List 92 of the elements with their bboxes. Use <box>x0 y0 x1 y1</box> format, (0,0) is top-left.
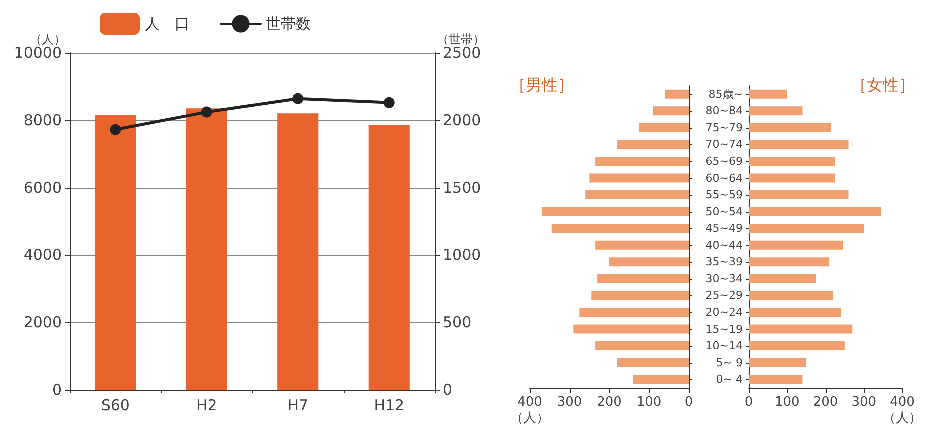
x-tick-label: 300 <box>852 395 877 410</box>
x-tick-label: S60 <box>101 396 130 414</box>
chart-title: ［女性］ <box>851 76 915 94</box>
bar <box>639 123 689 132</box>
bar <box>596 240 689 250</box>
bar <box>749 308 842 317</box>
x-tick-label: 200 <box>597 395 622 410</box>
y-tick-label: 10~14 <box>706 340 743 353</box>
bar <box>586 190 689 200</box>
y-tick-label: 60~64 <box>706 172 743 185</box>
bar <box>552 224 689 234</box>
y-tick-label: 55~59 <box>706 188 743 202</box>
legend-label: 人 口 <box>145 15 190 33</box>
y-tick-label: 40~44 <box>706 238 743 252</box>
point <box>384 97 395 108</box>
y-tick-label: 6000 <box>24 178 62 197</box>
x-tick-label: 300 <box>557 395 582 410</box>
y-tick-label: 10000 <box>14 44 62 62</box>
y-tick-label: 45~49 <box>706 222 743 236</box>
bar <box>749 375 803 384</box>
x-axis-title: （人） <box>883 411 922 426</box>
bar <box>749 324 853 334</box>
bar <box>749 258 830 267</box>
bar <box>598 274 689 284</box>
y-tick-label: 20~24 <box>706 306 743 319</box>
x-tick-label: 0 <box>744 395 754 410</box>
point <box>110 124 122 136</box>
x-tick-label: 400 <box>518 395 542 410</box>
x-tick-label: H2 <box>196 396 218 414</box>
y-tick-label: 70~74 <box>706 138 743 152</box>
y-tick-label: 50~54 <box>706 205 743 218</box>
bar <box>574 324 689 334</box>
bar <box>617 140 689 150</box>
bar <box>610 258 689 267</box>
y2-tick-label: 500 <box>443 314 472 332</box>
bar <box>749 90 788 99</box>
x-axis-title: （人） <box>510 411 550 426</box>
y2-tick-label: 1500 <box>443 178 482 197</box>
bar <box>542 207 689 216</box>
x-tick-label: H7 <box>288 396 309 414</box>
bar <box>749 140 849 150</box>
y2-tick-label: 2000 <box>443 111 482 130</box>
y-tick-label: 5~ 9 <box>716 356 743 370</box>
y2-tick-label: 1000 <box>443 246 482 264</box>
y2-tick-label: 2500 <box>443 44 482 62</box>
y-axis-title: （人） <box>30 32 66 47</box>
x-tick-label: 100 <box>774 395 800 410</box>
y-tick-label: 25~29 <box>706 289 743 302</box>
bar <box>590 174 689 183</box>
y-tick-label: 35~39 <box>706 256 743 269</box>
bar <box>749 207 882 216</box>
bar <box>749 358 807 368</box>
legend-label: 世帯数 <box>266 15 311 33</box>
bar <box>749 157 836 166</box>
bar <box>633 375 689 384</box>
bar <box>592 291 689 300</box>
bar <box>749 274 816 284</box>
y-tick-label: 15~19 <box>706 322 743 336</box>
y-tick-label: 8000 <box>24 111 62 130</box>
y-tick-label: 85歳~ <box>708 88 743 101</box>
y-tick-label: 30~34 <box>706 272 743 286</box>
x-tick-label: H12 <box>374 396 405 414</box>
x-tick-label: 100 <box>636 395 662 410</box>
y2-tick-label: 0 <box>443 381 453 399</box>
y-tick-label: 65~69 <box>706 155 743 168</box>
point <box>292 93 304 104</box>
x-tick-label: 0 <box>684 395 694 410</box>
bar <box>617 358 689 368</box>
bar <box>580 308 689 317</box>
y-tick-label: 0 <box>52 381 62 399</box>
bar <box>749 174 836 183</box>
y-tick-label: 4000 <box>24 246 62 264</box>
bar <box>653 106 689 116</box>
bar <box>749 123 832 132</box>
bar <box>749 190 849 200</box>
y-tick-label: 2000 <box>24 314 62 332</box>
bar <box>749 291 834 300</box>
y2-axis-title: （世帯） <box>437 32 485 47</box>
y-tick-label: 80~84 <box>706 104 743 118</box>
bar <box>596 157 689 166</box>
bar <box>665 90 689 99</box>
x-tick-label: 400 <box>890 395 915 410</box>
bar <box>749 106 803 116</box>
bar <box>749 240 844 250</box>
chart-title: ［男性］ <box>510 76 574 94</box>
bar <box>749 342 845 351</box>
bar <box>749 224 864 234</box>
y-tick-label: 75~79 <box>706 121 743 134</box>
x-tick-label: 200 <box>813 395 838 410</box>
y-tick-label: 0~ 4 <box>716 373 743 386</box>
point <box>201 106 212 118</box>
bar <box>596 342 689 351</box>
